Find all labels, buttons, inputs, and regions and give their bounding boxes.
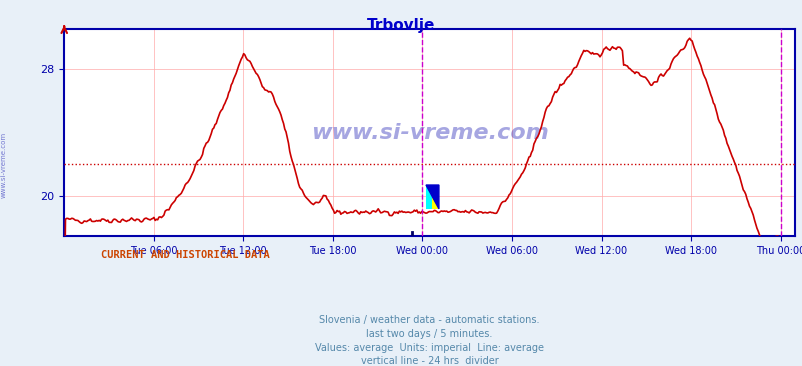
Text: CURRENT AND HISTORICAL DATA: CURRENT AND HISTORICAL DATA [101,250,269,259]
Text: Values: average  Units: imperial  Line: average: Values: average Units: imperial Line: av… [314,343,544,352]
Text: www.si-vreme.com: www.si-vreme.com [310,123,548,143]
Text: www.si-vreme.com: www.si-vreme.com [1,132,7,198]
Bar [426,185,432,209]
Text: last two days / 5 minutes.: last two days / 5 minutes. [366,329,492,339]
Text: Trbovlje: Trbovlje [367,18,435,33]
Polygon shape [426,185,439,209]
Text: Slovenia / weather data - automatic stations.: Slovenia / weather data - automatic stat… [319,315,539,325]
Text: vertical line - 24 hrs  divider: vertical line - 24 hrs divider [360,356,498,366]
Bar [432,185,439,209]
